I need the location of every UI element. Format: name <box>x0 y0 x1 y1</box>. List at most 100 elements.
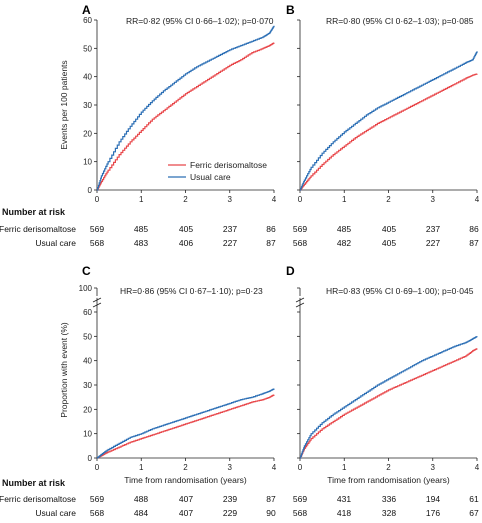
risk-count: 405 <box>179 224 193 234</box>
y-axis-title: Proportion with event (%) <box>59 322 69 418</box>
axis-break-mark <box>92 302 102 308</box>
x-tick-label: 3 <box>228 463 233 472</box>
panel-letter: A <box>82 3 91 17</box>
x-tick-label: 3 <box>431 195 436 204</box>
x-tick-label: 1 <box>139 463 144 472</box>
risk-count: 237 <box>426 224 440 234</box>
x-tick-label: 1 <box>342 463 347 472</box>
series-line-ferric-derisomaltose <box>300 73 478 191</box>
panel-letter: D <box>286 264 295 278</box>
risk-count: 86 <box>469 224 479 234</box>
risk-count: 568 <box>90 238 104 248</box>
risk-count: 328 <box>382 508 396 518</box>
y-tick-label: 30 <box>83 101 92 110</box>
series-line-ferric-derisomaltose <box>97 42 275 191</box>
axis-break-mark <box>295 302 305 308</box>
y-tick-label: 50 <box>83 44 92 53</box>
risk-count: 87 <box>469 238 479 248</box>
risk-count: 569 <box>90 494 104 504</box>
risk-count: 229 <box>223 508 237 518</box>
series-line-usual-care <box>300 336 478 459</box>
risk-count: 569 <box>293 494 307 504</box>
risk-row-label: Ferric derisomaltose <box>0 494 76 504</box>
series-line-usual-care <box>300 51 478 191</box>
risk-row-label: Usual care <box>35 508 76 518</box>
panel-d: D HR=0·83 (95% CI 0·69–1·00); p=0·045 0 1 2 3… <box>286 264 480 485</box>
legend-entry: Usual care <box>190 172 231 182</box>
risk-count: 568 <box>90 508 104 518</box>
axis-break-mark <box>295 297 305 303</box>
x-tick-label: 2 <box>386 195 391 204</box>
axis-break-mark <box>92 297 102 303</box>
legend-entry: Ferric derisomaltose <box>190 160 267 170</box>
risk-count: 336 <box>382 494 396 504</box>
risk-count: 87 <box>266 238 276 248</box>
risk-count: 90 <box>266 508 276 518</box>
x-tick-label: 4 <box>272 463 277 472</box>
risk-count: 482 <box>337 238 351 248</box>
risk-count: 407 <box>179 494 193 504</box>
risk-count: 568 <box>293 508 307 518</box>
y-tick-label: 30 <box>83 381 92 390</box>
risk-row-label: Ferric derisomaltose <box>0 224 76 234</box>
risk-count: 483 <box>134 238 148 248</box>
panel-letter: B <box>286 3 295 17</box>
y-tick-label: 10 <box>83 430 92 439</box>
risk-count: 237 <box>223 224 237 234</box>
risk-count: 194 <box>426 494 440 504</box>
panel-letter: C <box>82 264 91 278</box>
x-tick-label: 2 <box>183 463 188 472</box>
x-tick-label: 3 <box>431 463 436 472</box>
risk-count: 227 <box>426 238 440 248</box>
x-tick-label: 1 <box>139 195 144 204</box>
x-tick-label: 3 <box>228 195 233 204</box>
y-tick-label: 10 <box>83 158 92 167</box>
y-tick-label: 0 <box>88 186 93 195</box>
x-tick-label: 4 <box>475 463 480 472</box>
y-tick-label: 20 <box>83 129 92 138</box>
x-tick-label: 0 <box>298 463 303 472</box>
y-tick-label: 0 <box>88 454 93 463</box>
risk-count: 239 <box>223 494 237 504</box>
stats-annotation: HR=0·86 (95% CI 0·67–1·10); p=0·23 <box>120 286 263 296</box>
risk-count: 67 <box>469 508 479 518</box>
y-tick-label: 50 <box>83 332 92 341</box>
stats-annotation: RR=0·80 (95% CI 0·62–1·03); p=0·085 <box>326 16 474 26</box>
risk-count: 61 <box>469 494 479 504</box>
risk-table-header: Number at risk <box>2 207 66 217</box>
risk-count: 87 <box>266 494 276 504</box>
risk-count: 569 <box>293 224 307 234</box>
y-tick-label: 100 <box>79 284 93 293</box>
x-tick-label: 1 <box>342 195 347 204</box>
panel-a: A RR=0·82 (95% CI 0·66–1·02); p=0·070 0 1 2 3… <box>59 3 277 204</box>
x-tick-label: 0 <box>95 463 100 472</box>
y-axis-title: Events per 100 patients <box>59 60 69 149</box>
x-axis-title: Time from randomisation (years) <box>124 475 247 485</box>
risk-count: 407 <box>179 508 193 518</box>
risk-count: 86 <box>266 224 276 234</box>
risk-count: 406 <box>179 238 193 248</box>
series-line-ferric-derisomaltose <box>97 394 275 459</box>
x-tick-label: 0 <box>298 195 303 204</box>
stats-annotation: HR=0·83 (95% CI 0·69–1·00); p=0·045 <box>326 286 474 296</box>
risk-count: 485 <box>134 224 148 234</box>
risk-count: 569 <box>90 224 104 234</box>
y-tick-label: 20 <box>83 405 92 414</box>
x-axis-title: Time from randomisation (years) <box>327 475 450 485</box>
series-line-usual-care <box>97 25 275 191</box>
series-line-usual-care <box>97 388 275 459</box>
risk-count: 484 <box>134 508 148 518</box>
x-tick-label: 4 <box>272 195 277 204</box>
x-tick-label: 4 <box>475 195 480 204</box>
x-tick-label: 2 <box>386 463 391 472</box>
risk-count: 227 <box>223 238 237 248</box>
y-tick-label: 40 <box>83 73 92 82</box>
stats-annotation: RR=0·82 (95% CI 0·66–1·02); p=0·070 <box>126 16 274 26</box>
series-line-ferric-derisomaltose <box>300 348 478 459</box>
risk-count: 405 <box>382 238 396 248</box>
risk-table-header: Number at risk <box>2 478 66 488</box>
y-tick-label: 40 <box>83 357 92 366</box>
y-tick-label: 60 <box>83 16 92 25</box>
risk-count: 485 <box>337 224 351 234</box>
